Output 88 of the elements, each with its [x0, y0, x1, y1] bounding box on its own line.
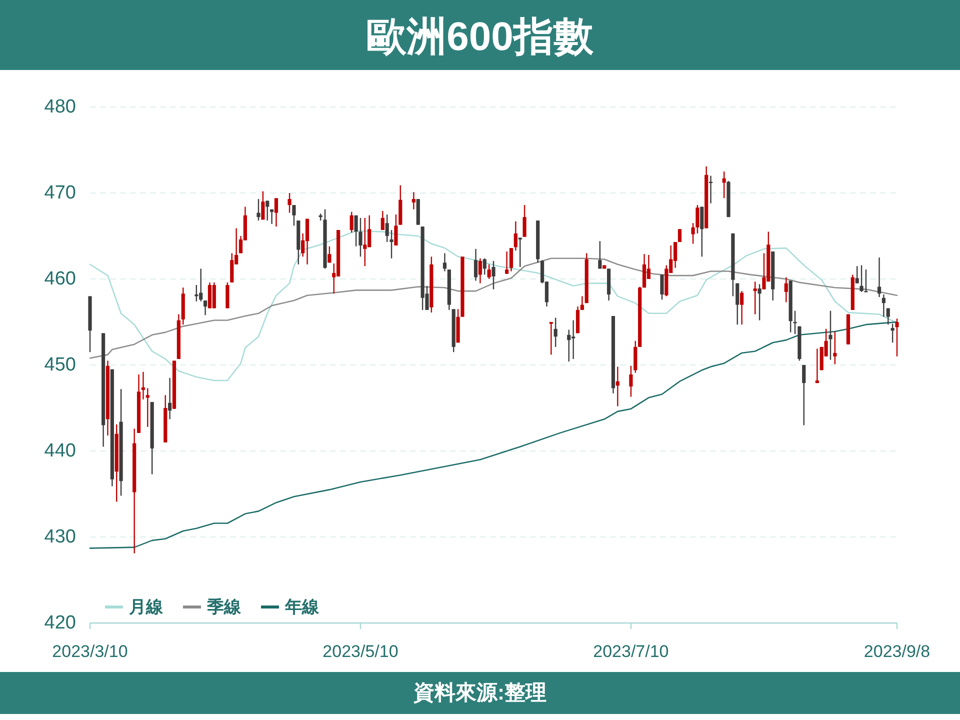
candlestick	[256, 198, 260, 222]
candlestick	[802, 364, 806, 426]
legend-label: 季線	[206, 598, 242, 616]
candlestick	[793, 310, 797, 335]
candlestick	[394, 214, 398, 246]
candlestick	[691, 222, 695, 244]
candlestick	[722, 170, 726, 199]
candlestick	[616, 366, 620, 407]
candlestick	[576, 306, 580, 334]
chart-title: 歐洲600指數	[366, 15, 594, 59]
candlestick	[292, 204, 296, 226]
candlestick	[634, 340, 638, 374]
y-tick-label: 440	[44, 440, 76, 462]
line-series	[89, 258, 898, 359]
candlestick	[487, 264, 491, 280]
x-tick-label: 2023/5/10	[322, 642, 398, 661]
candlestick	[442, 252, 447, 272]
candlestick	[877, 256, 882, 298]
candlestick	[696, 204, 700, 234]
candlestick	[522, 204, 526, 238]
candlestick	[168, 377, 172, 420]
candlestick	[354, 214, 358, 247]
candlestick	[860, 264, 864, 292]
candlestick	[328, 246, 332, 264]
candlestick	[518, 237, 522, 268]
candlestick	[385, 214, 389, 243]
candlestick	[567, 329, 571, 362]
candlestick	[855, 266, 859, 284]
candlestick	[358, 217, 362, 258]
candlestick	[266, 200, 270, 222]
candlestick	[895, 318, 899, 357]
candlestick	[642, 253, 646, 288]
candlestick	[784, 276, 788, 303]
candlestick	[212, 282, 216, 309]
candlestick	[390, 229, 394, 259]
candlestick	[261, 190, 265, 220]
candlestick	[753, 280, 757, 315]
candlestick	[350, 211, 354, 234]
candlestick	[363, 217, 367, 267]
line-series	[89, 321, 898, 549]
candlestick	[478, 258, 482, 284]
y-tick-label: 420	[44, 612, 76, 634]
candlestick	[305, 218, 310, 265]
candlestick	[208, 282, 212, 309]
candlestick	[492, 260, 496, 290]
candlestick	[833, 330, 837, 365]
candlestick	[274, 198, 278, 228]
y-tick-label: 430	[44, 526, 76, 548]
y-tick-label: 460	[44, 268, 76, 290]
candlestick	[864, 268, 868, 292]
candlestick	[629, 365, 633, 398]
candlestick	[505, 250, 509, 274]
candlestick	[412, 192, 416, 210]
y-tick-label: 450	[44, 354, 76, 376]
candlestick	[203, 300, 208, 316]
candlestick	[758, 284, 762, 321]
source-note: 資料來源:整理	[412, 682, 546, 704]
candlestick	[146, 388, 150, 428]
candlestick	[740, 290, 744, 326]
candlestick	[288, 192, 292, 214]
candlestick	[678, 228, 682, 243]
candlestick	[226, 282, 230, 309]
candlestick	[700, 206, 704, 258]
candlestick	[815, 348, 819, 384]
candlestick	[380, 210, 384, 231]
candlestick	[482, 258, 486, 276]
y-tick-label: 480	[44, 96, 76, 118]
candlestick	[890, 323, 894, 344]
x-tick-label: 2023/7/10	[593, 642, 669, 661]
y-tick-label: 470	[44, 182, 76, 204]
legend-label: 月線	[128, 598, 164, 616]
candlestick	[474, 248, 478, 282]
candlestick	[882, 294, 886, 318]
legend-label: 年線	[284, 598, 320, 616]
x-tick-label: 2023/9/8	[864, 642, 930, 661]
candlestick	[230, 252, 234, 284]
candlestick	[141, 371, 146, 400]
x-tick-label: 2023/3/10	[52, 642, 128, 661]
candlestick	[598, 240, 602, 270]
candlestick	[580, 296, 584, 311]
candlestick	[509, 247, 514, 272]
candlestick	[828, 310, 832, 360]
candlestick	[270, 208, 274, 225]
candlestick	[886, 308, 890, 326]
candlestick	[514, 220, 518, 252]
candlestick	[660, 274, 664, 300]
candlestick	[554, 317, 558, 348]
candlestick	[736, 282, 740, 326]
